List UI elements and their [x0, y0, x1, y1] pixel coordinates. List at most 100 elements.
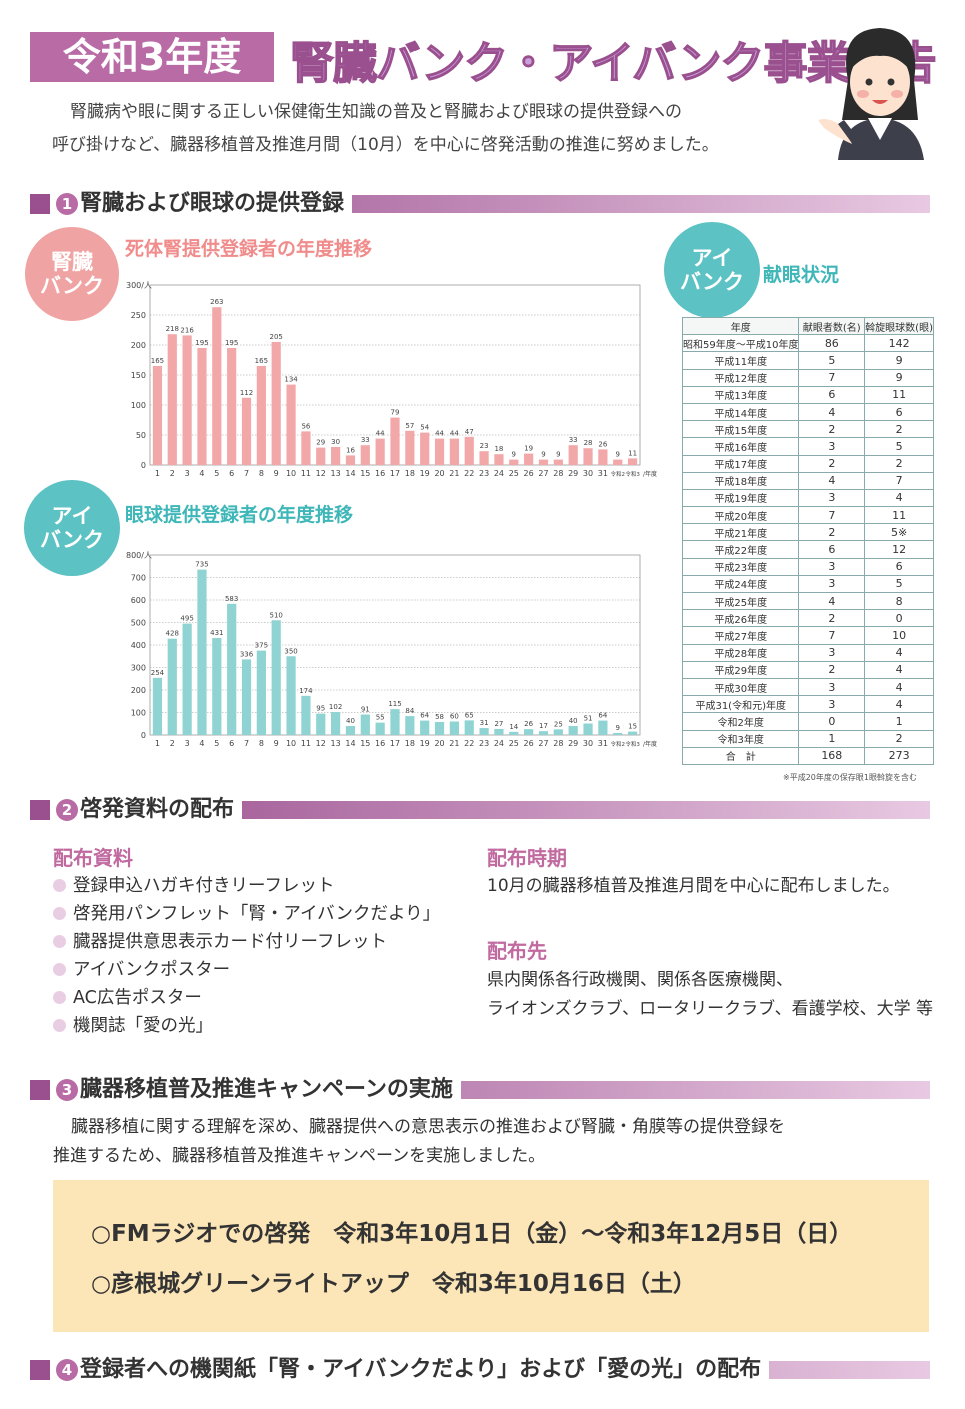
table-cell: 合 計	[681, 746, 800, 765]
bar	[345, 455, 356, 465]
bar	[524, 453, 534, 465]
x-tick-label: 20	[434, 469, 444, 478]
bar	[256, 366, 266, 465]
campaign-intro: 臓器移植に関する理解を深め、臓器提供への意思表示の推進および腎臓・角膜等の提供登…	[53, 1113, 785, 1171]
section-title: 臓器移植普及推進キャンペーンの実施	[80, 1077, 461, 1103]
eye-chart-title: 眼球提供登録者の年度推移	[125, 504, 354, 526]
table-cell: 4	[864, 660, 934, 679]
x-tick-label: 7	[244, 469, 249, 478]
materials-list: 登録申込ハガキ付きリーフレット 啓発用パンフレット「腎・アイバンクだより」 臓器…	[53, 872, 440, 1040]
bar	[256, 650, 266, 735]
data-label: 428	[166, 630, 179, 638]
data-label: 65	[465, 711, 474, 719]
eye-bank-badge: アイ バンク	[24, 480, 120, 576]
table-cell: 142	[864, 334, 934, 353]
table-cell: 昭和59年度～平成10年度	[681, 334, 800, 353]
table-cell: 8	[864, 591, 934, 611]
list-item: 機関誌「愛の光」	[53, 1012, 440, 1040]
bar	[583, 448, 593, 465]
table-cell: 平成23年度	[681, 557, 800, 576]
data-label: 583	[225, 595, 238, 603]
campaign-box: ○FMラジオでの啓発 令和3年10月1日（金）～令和3年12月5日（日） ○彦根…	[53, 1180, 929, 1332]
y-tick-label: 700	[131, 574, 146, 583]
table-row: 平成11年度 5 9	[681, 351, 934, 370]
x-tick-label: 15	[360, 739, 370, 748]
bar	[197, 348, 207, 465]
destination-text: 県内関係各行政機関、関係各医療機関、 ライオンズクラブ、ロータリークラブ、看護学…	[487, 966, 933, 1024]
table-cell: 2	[864, 454, 934, 473]
column-header: 献眼者数(名)	[798, 316, 866, 336]
x-tick-label: 3	[185, 739, 190, 748]
x-tick-label: 23	[479, 469, 489, 478]
x-tick-label: 31	[598, 739, 608, 748]
y-tick-label: 200	[131, 686, 146, 695]
data-label: 55	[376, 714, 385, 722]
data-label: 40	[346, 717, 355, 725]
section-title: 腎臓および眼球の提供登録	[80, 191, 353, 217]
bar	[167, 638, 177, 735]
table-cell: 平成12年度	[681, 368, 800, 387]
table-row: 平成19年度 3 4	[681, 488, 934, 508]
column-header: 年度	[681, 316, 800, 336]
section-number: 1	[56, 193, 78, 215]
table-cell: 2	[798, 523, 866, 542]
table-cell: 2	[798, 420, 866, 439]
bar	[434, 438, 445, 465]
table-cell: 4	[864, 488, 934, 508]
x-axis-label: /年度	[643, 470, 657, 478]
table-cell: 平成30年度	[681, 677, 800, 697]
data-label: 28	[584, 439, 593, 447]
data-label: 79	[391, 409, 400, 417]
bar	[286, 384, 296, 465]
y-tick-label: 0	[141, 731, 146, 740]
list-item: 啓発用パンフレット「腎・アイバンクだより」	[53, 900, 440, 928]
bar	[509, 459, 519, 465]
campaign-intro-line: 推進するため、臓器移植普及推進キャンペーンを実施しました。	[53, 1146, 546, 1166]
bar	[227, 603, 237, 735]
page-title: 腎臓バンク・アイバンク事業報告	[289, 37, 937, 90]
x-tick-label: 26	[524, 469, 534, 478]
x-tick-label: 6	[229, 469, 234, 478]
table-cell: 2	[798, 454, 866, 473]
bar	[598, 449, 608, 465]
list-item: 登録申込ハガキ付きリーフレット	[53, 872, 440, 900]
data-label: 431	[210, 629, 223, 637]
bar	[405, 716, 415, 735]
bar	[420, 720, 430, 735]
x-tick-label: 19	[420, 739, 430, 748]
data-label: 95	[316, 705, 325, 713]
data-label: 54	[420, 424, 429, 432]
data-label: 350	[284, 647, 297, 655]
data-label: 18	[494, 445, 503, 453]
bar	[627, 731, 638, 735]
y-tick-label: 100	[131, 401, 146, 410]
table-cell: 1	[798, 729, 866, 748]
bar	[434, 721, 445, 735]
bar	[479, 728, 489, 735]
table-cell: 5※	[864, 523, 934, 542]
bar	[271, 620, 281, 735]
x-tick-label: 21	[449, 469, 459, 478]
bar	[627, 458, 638, 465]
data-label: 25	[554, 720, 563, 728]
data-label: 195	[225, 339, 238, 347]
table-cell: 平成11年度	[681, 351, 800, 370]
bar	[182, 623, 192, 735]
table-cell: 4	[864, 695, 934, 714]
table-row: 令和3年度 1 2	[681, 729, 934, 748]
table-cell: 9	[864, 368, 934, 387]
bar	[538, 459, 549, 465]
section-number: 4	[56, 1359, 78, 1381]
data-label: 84	[405, 707, 414, 715]
bar	[598, 720, 608, 735]
table-cell: 12	[864, 540, 934, 559]
table-cell: 4	[864, 677, 934, 697]
table-cell: 6	[798, 385, 866, 404]
x-tick-label: 29	[568, 469, 578, 478]
table-cell: 令和3年度	[681, 729, 800, 748]
section-4-header: 4 登録者への機関紙「腎・アイバンクだより」および「愛の光」の配布	[30, 1357, 930, 1383]
bar	[286, 656, 296, 735]
badge-line: アイ	[51, 504, 93, 528]
x-tick-label: 29	[568, 739, 578, 748]
x-tick-label: 16	[375, 469, 385, 478]
